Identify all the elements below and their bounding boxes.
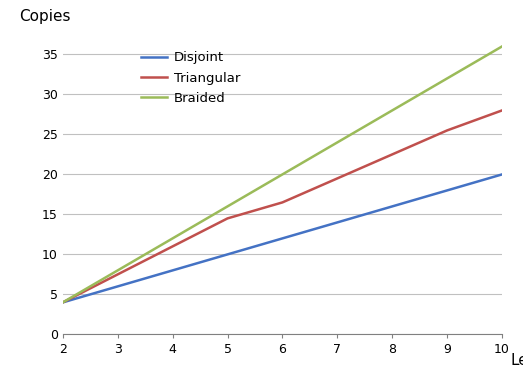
Disjoint [499,172,505,177]
Triangular [334,176,340,180]
Triangular [169,244,176,249]
X-axis label: Lengt: Lengt [511,353,523,367]
Braided [444,76,450,81]
Disjoint [60,300,66,305]
Disjoint [279,236,286,241]
Triangular [499,108,505,113]
Triangular [389,152,395,157]
Line: Triangular: Triangular [63,111,502,302]
Braided [389,108,395,113]
Braided [115,268,121,273]
Braided [224,204,231,209]
Disjoint [224,252,231,257]
Braided [60,300,66,305]
Disjoint [115,284,121,289]
Braided [334,140,340,145]
Triangular [115,272,121,277]
Triangular [279,200,286,205]
Triangular [224,216,231,221]
Line: Braided: Braided [63,46,502,302]
Line: Disjoint: Disjoint [63,174,502,302]
Disjoint [389,204,395,209]
Braided [169,236,176,241]
Disjoint [169,268,176,273]
Y-axis label: Copies: Copies [19,10,70,24]
Triangular [60,300,66,305]
Disjoint [444,188,450,193]
Legend: Disjoint, Triangular, Braided: Disjoint, Triangular, Braided [135,46,245,110]
Braided [279,172,286,177]
Braided [499,44,505,49]
Disjoint [334,220,340,225]
Triangular [444,128,450,133]
